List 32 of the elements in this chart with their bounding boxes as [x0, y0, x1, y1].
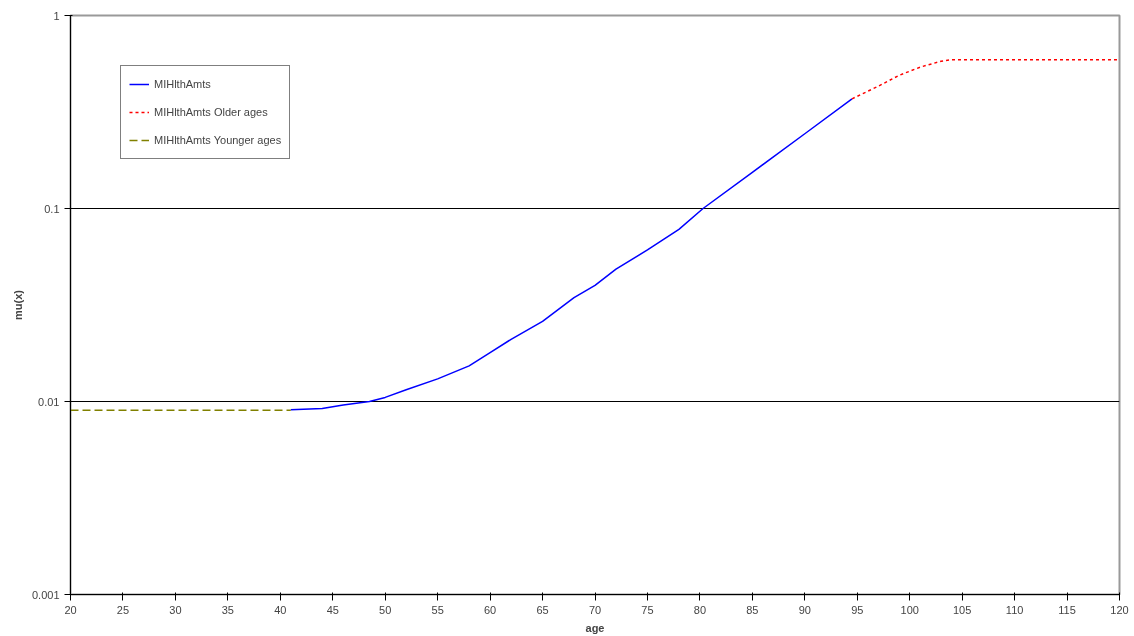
x-axis-title: age: [585, 621, 605, 634]
x-tick-label: 20: [64, 603, 77, 616]
x-tick-label: 100: [900, 603, 919, 616]
x-tick-label: 60: [483, 603, 497, 616]
x-tick-label: 45: [326, 603, 339, 616]
y-axis-title: mu(x): [11, 289, 24, 320]
x-tick-label: 35: [221, 603, 234, 616]
x-tick-label: 55: [431, 603, 444, 616]
legend-label: MIHlthAmts Younger ages: [154, 134, 282, 146]
x-tick-label: 65: [536, 603, 549, 616]
legend-label: MIHlthAmts: [154, 78, 211, 90]
x-tick-label: 25: [116, 603, 130, 616]
legend-label: MIHlthAmts Older ages: [154, 106, 268, 118]
x-tick-label: 120: [1110, 603, 1129, 616]
y-tick-label: 0.01: [38, 395, 60, 408]
x-tick-label: 75: [641, 603, 654, 616]
line-series: [290, 98, 853, 411]
line-series: [851, 58, 1120, 100]
x-tick-label: 70: [588, 603, 602, 616]
x-tick-label: 105: [952, 603, 972, 616]
x-tick-label: 85: [746, 603, 759, 616]
x-tick-label: 80: [693, 603, 707, 616]
x-tick-label: 40: [274, 603, 287, 616]
x-tick-label: 30: [169, 603, 182, 616]
x-tick-label: 95: [851, 603, 864, 616]
y-tick-label: 0.001: [31, 588, 60, 601]
x-tick-label: 50: [379, 603, 392, 616]
x-tick-label: 115: [1058, 603, 1076, 616]
y-tick-label: 1: [53, 9, 60, 22]
x-tick-label: 90: [798, 603, 811, 616]
y-tick-label: 0.1: [44, 202, 60, 215]
x-tick-label: 110: [1005, 603, 1024, 616]
